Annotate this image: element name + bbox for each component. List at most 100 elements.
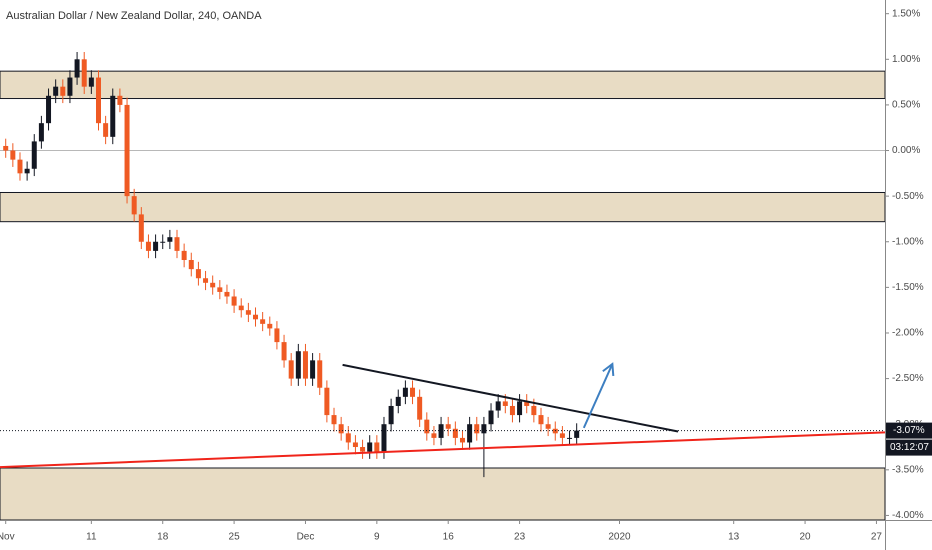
candle-body — [174, 237, 180, 251]
last-price-label: -3.07% — [893, 425, 925, 436]
candle-body — [374, 442, 380, 452]
candle-body — [95, 77, 101, 124]
candle-body — [410, 387, 416, 397]
candle-body — [60, 86, 66, 96]
candle-body — [74, 59, 80, 78]
candle-body — [531, 405, 537, 416]
candle-body — [181, 250, 187, 260]
x-tick-label: 27 — [871, 532, 883, 543]
candle-body — [46, 95, 52, 124]
candle-body — [331, 415, 337, 425]
candle-body — [238, 305, 244, 311]
x-tick-label: 18 — [157, 532, 169, 543]
candle-body — [360, 447, 366, 452]
candle-body — [509, 405, 515, 416]
y-tick-label: -1.00% — [892, 236, 924, 247]
candle-body — [88, 77, 94, 87]
candle-body — [474, 424, 480, 434]
plot — [0, 52, 886, 478]
candle-body — [417, 396, 423, 420]
candle-body — [524, 401, 530, 406]
candle-body — [545, 424, 551, 429]
x-tick-label: Dec — [297, 532, 315, 543]
y-tick-label: -2.00% — [892, 328, 924, 339]
y-tick-label: 1.50% — [892, 8, 920, 19]
candle-body — [24, 168, 30, 174]
candle-body — [431, 433, 437, 438]
y-tick-label: -4.00% — [892, 510, 924, 521]
candle-body — [452, 428, 458, 438]
x-tick-label: 2020 — [608, 532, 631, 543]
candle-body — [517, 401, 523, 416]
candle-body — [388, 405, 394, 425]
candle-body — [131, 196, 137, 215]
x-tick-label: 23 — [514, 532, 526, 543]
candle-body — [253, 314, 259, 320]
y-tick-label: -3.50% — [892, 464, 924, 475]
candle-body — [81, 59, 87, 87]
trendline — [0, 431, 886, 469]
candle-body — [538, 415, 544, 425]
last-price-box — [886, 422, 932, 439]
y-tick-label: -0.50% — [892, 191, 924, 202]
candle-body — [467, 424, 473, 443]
y-tick-label: -2.50% — [892, 373, 924, 384]
candle-body — [488, 410, 494, 425]
arrow — [582, 363, 614, 429]
y-tick-label: 0.50% — [892, 100, 920, 111]
candle-body — [302, 351, 308, 379]
candle-body — [67, 77, 73, 96]
candle-body — [281, 342, 287, 361]
candle-body — [574, 430, 580, 438]
candle-body — [188, 260, 194, 270]
candle-body — [459, 437, 465, 443]
candle-body — [481, 424, 487, 434]
zone — [0, 70, 886, 100]
candle-body — [203, 278, 209, 283]
chart-title: Australian Dollar / New Zealand Dollar, … — [6, 10, 262, 22]
y-tick-label: 0.00% — [892, 145, 920, 156]
candle-body — [324, 387, 330, 416]
arrow-head — [602, 362, 615, 377]
candle-body — [210, 282, 216, 288]
candle-body — [195, 269, 201, 279]
candle-body — [167, 237, 173, 242]
countdown-box — [886, 439, 932, 456]
candle-body — [224, 291, 230, 297]
candle-body — [402, 387, 408, 397]
candle-body — [381, 424, 387, 452]
candle-body — [352, 442, 358, 448]
y-tick-label: -1.50% — [892, 282, 924, 293]
candle-body — [310, 360, 316, 379]
candle-body — [260, 319, 266, 324]
candle-body — [153, 241, 159, 251]
candle-body — [559, 433, 565, 438]
candle-body — [31, 141, 37, 169]
candle-body — [124, 104, 130, 197]
countdown-label: 03:12:07 — [890, 442, 929, 453]
candle-body — [424, 419, 430, 434]
y-tick-label: 1.00% — [892, 54, 920, 65]
candle-body — [345, 433, 351, 443]
x-tick-label: 11 — [86, 532, 97, 543]
candle-body — [10, 150, 16, 160]
candle-body — [367, 442, 373, 452]
zones — [0, 70, 886, 521]
candle-body — [160, 241, 166, 243]
candle-body — [3, 145, 9, 151]
candle-body — [138, 214, 144, 242]
x-tick-label: 25 — [229, 532, 241, 543]
candle-body — [338, 424, 344, 434]
candle-body — [217, 287, 223, 292]
trendline — [342, 363, 679, 433]
x-tick-label: 9 — [374, 532, 380, 543]
candle-body — [567, 437, 573, 439]
candle-body — [495, 401, 501, 411]
x-tick-label: 13 — [728, 532, 740, 543]
candle-body — [395, 396, 401, 406]
candle-body — [103, 123, 109, 137]
candle-body — [245, 310, 251, 315]
candle-body — [295, 351, 301, 379]
candle-body — [110, 95, 116, 137]
